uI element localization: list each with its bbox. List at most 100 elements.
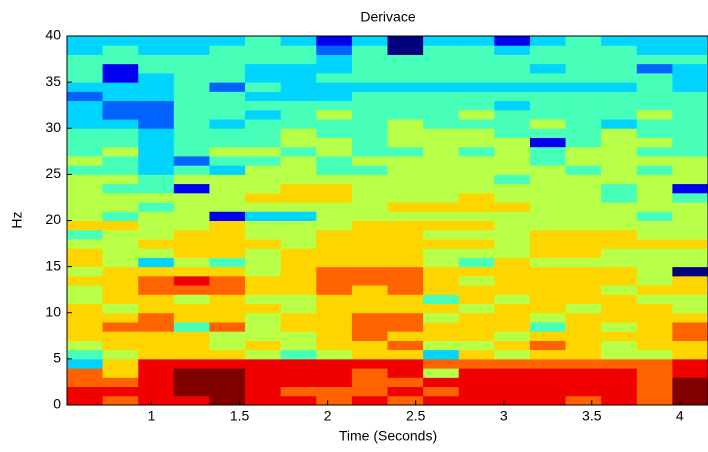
heatmap-cell	[423, 349, 460, 360]
heatmap-cell	[67, 294, 104, 305]
heatmap-cell	[672, 229, 708, 240]
heatmap-cell	[636, 386, 673, 397]
heatmap-cell	[458, 303, 495, 314]
heatmap-cell	[209, 91, 246, 102]
heatmap-cell	[636, 275, 673, 286]
x-axis-label: Time (Seconds)	[339, 428, 437, 444]
heatmap-cell	[458, 349, 495, 360]
y-tick-label: 30	[45, 119, 61, 135]
y-tick-label: 40	[45, 27, 61, 43]
heatmap-cell	[209, 395, 246, 406]
heatmap-cell	[423, 211, 460, 221]
heatmap-cell	[209, 368, 246, 378]
heatmap-cell	[529, 211, 567, 221]
heatmap-cell	[280, 285, 317, 295]
heatmap-cell	[636, 128, 673, 138]
heatmap-cell	[458, 312, 495, 323]
heatmap-cell	[351, 368, 388, 378]
heatmap-cell	[494, 331, 531, 341]
x-tick-label: 2.5	[406, 408, 426, 424]
heatmap-cell	[280, 54, 317, 65]
heatmap-cell	[387, 119, 424, 129]
heatmap-cell	[636, 395, 673, 406]
heatmap-cell	[601, 146, 638, 157]
heatmap-cell	[102, 192, 139, 203]
heatmap-cell	[601, 368, 638, 378]
heatmap-cell	[209, 109, 246, 120]
heatmap-cell	[67, 202, 104, 212]
heatmap-cell	[173, 109, 210, 120]
heatmap-cell	[636, 36, 673, 46]
heatmap-cell	[280, 275, 317, 286]
heatmap-cell	[672, 312, 708, 323]
heatmap-cell	[636, 192, 673, 203]
heatmap-cell	[387, 165, 424, 175]
heatmap-cell	[280, 63, 317, 74]
heatmap-cell	[67, 303, 104, 314]
heatmap-cell	[173, 238, 210, 249]
heatmap-cell	[245, 321, 282, 332]
heatmap-cell	[494, 358, 531, 369]
heatmap-cell	[565, 303, 602, 314]
heatmap-cell	[351, 211, 388, 221]
heatmap-cell	[423, 91, 460, 102]
heatmap-cell	[601, 36, 638, 46]
heatmap-cell	[138, 72, 175, 83]
heatmap-cell	[280, 165, 317, 175]
heatmap-cell	[209, 220, 246, 231]
heatmap-cell	[351, 275, 388, 286]
heatmap-cell	[672, 82, 708, 92]
heatmap-cell	[387, 349, 424, 360]
heatmap-cell	[280, 137, 317, 148]
heatmap-cell	[494, 100, 531, 111]
heatmap-cell	[672, 257, 708, 268]
heatmap-cell	[494, 155, 531, 166]
heatmap-cell	[102, 312, 139, 323]
heatmap-cell	[672, 395, 708, 406]
heatmap-cell	[601, 303, 638, 314]
heatmap-cell	[529, 349, 567, 360]
heatmap-cell	[67, 377, 104, 388]
heatmap-cell	[423, 100, 460, 111]
heatmap-cell	[494, 312, 531, 323]
heatmap-cell	[672, 36, 708, 46]
heatmap-cell	[102, 238, 139, 249]
heatmap-cell	[316, 340, 353, 351]
heatmap-cell	[387, 238, 424, 249]
heatmap-cell	[636, 54, 673, 65]
heatmap-cell	[245, 128, 282, 138]
heatmap-cell	[565, 248, 602, 258]
heatmap-cell	[209, 63, 246, 74]
heatmap-cell	[67, 72, 104, 83]
heatmap-cell	[423, 294, 460, 305]
heatmap-cell	[601, 100, 638, 111]
heatmap-cell	[67, 266, 104, 277]
heatmap-cell	[173, 275, 210, 286]
x-tick-label: 3	[500, 408, 508, 424]
heatmap-cell	[529, 395, 567, 406]
heatmap-cell	[423, 183, 460, 194]
heatmap-cell	[316, 248, 353, 258]
heatmap-cell	[494, 285, 531, 295]
heatmap-cell	[565, 294, 602, 305]
heatmap-cell	[494, 174, 531, 185]
heatmap-cell	[138, 386, 175, 397]
heatmap-cell	[529, 146, 567, 157]
heatmap-cell	[494, 266, 531, 277]
heatmap-cell	[138, 238, 175, 249]
heatmap-cell	[209, 377, 246, 388]
heatmap-cell	[280, 248, 317, 258]
heatmap-cell	[672, 321, 708, 332]
chart-title: Derivace	[360, 9, 415, 25]
heatmap-cell	[494, 294, 531, 305]
heatmap-cell	[529, 303, 567, 314]
heatmap-cell	[173, 119, 210, 129]
heatmap-cell	[423, 257, 460, 268]
heatmap-cell	[173, 349, 210, 360]
heatmap-cell	[458, 248, 495, 258]
heatmap-cell	[387, 229, 424, 240]
heatmap-cell	[138, 303, 175, 314]
heatmap-cell	[423, 303, 460, 314]
heatmap-cell	[209, 266, 246, 277]
heatmap-cell	[209, 174, 246, 185]
